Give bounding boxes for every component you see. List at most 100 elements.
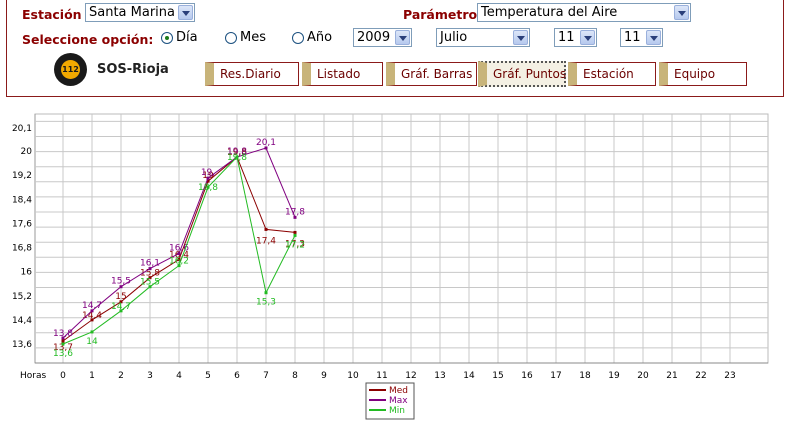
res-diario-button[interactable]: Res.Diario <box>205 62 299 86</box>
data-point <box>264 146 268 150</box>
x-tick-label: 15 <box>492 371 503 381</box>
data-point <box>90 330 94 334</box>
chevron-down-icon[interactable] <box>580 30 595 45</box>
data-label: 16,1 <box>140 259 160 269</box>
x-tick-label: 21 <box>666 371 677 381</box>
radio-day-indicator[interactable] <box>161 31 173 44</box>
radio-year[interactable]: Año <box>292 30 332 45</box>
data-point <box>293 215 297 219</box>
radio-year-indicator[interactable] <box>292 31 304 44</box>
x-tick-label: 19 <box>608 371 620 381</box>
chevron-down-icon[interactable] <box>178 5 193 20</box>
x-tick-label: 16 <box>521 371 533 381</box>
month-value: Julio <box>440 30 468 45</box>
data-point <box>177 258 181 262</box>
data-point <box>90 309 94 313</box>
data-label: 15,5 <box>140 278 160 288</box>
station-label: Estación : <box>22 7 91 22</box>
data-point <box>148 276 152 280</box>
x-tick-label: 10 <box>347 371 359 381</box>
graf-barras-button[interactable]: Gráf. Barras <box>386 62 477 86</box>
y-tick-label: 17,6 <box>12 219 32 229</box>
x-tick-label: 11 <box>376 371 387 381</box>
graf-puntos-button[interactable]: Gráf. Puntos <box>478 61 566 87</box>
x-axis-label: Horas <box>20 371 46 381</box>
data-point <box>61 342 65 346</box>
station-value: Santa Marina <box>89 5 175 20</box>
estacion-button[interactable]: Estación <box>568 62 656 86</box>
x-tick-label: 23 <box>724 371 735 381</box>
x-tick-label: 9 <box>321 371 327 381</box>
data-point <box>90 318 94 322</box>
data-label: 19,8 <box>227 153 247 163</box>
data-point <box>119 285 123 289</box>
data-point <box>177 252 181 256</box>
data-label: 13,8 <box>53 329 73 339</box>
data-label: 14 <box>86 337 98 347</box>
month-select[interactable]: Julio <box>436 28 530 47</box>
data-label: 16,6 <box>169 244 189 254</box>
y-tick-label: 15,2 <box>12 292 32 302</box>
x-tick-label: 20 <box>637 371 649 381</box>
y-tick-label: 18,4 <box>12 195 32 205</box>
data-point <box>61 336 65 340</box>
data-label: 13,7 <box>53 343 73 353</box>
y-axis-ticks: 13,6 14,4 15,2 16 16,8 17,6 18,4 19,2 20 20,1 <box>12 124 32 350</box>
y-tick-label: 16,8 <box>12 244 32 254</box>
parameter-value: Temperatura del Aire <box>481 5 618 20</box>
radio-year-label: Año <box>307 30 333 45</box>
legend-entry: Min <box>389 406 405 416</box>
chevron-down-icon[interactable] <box>395 30 410 45</box>
data-point <box>119 300 123 304</box>
radio-day[interactable]: Día <box>161 30 198 45</box>
x-tick-label: 4 <box>176 371 182 381</box>
chevron-down-icon[interactable] <box>674 5 689 20</box>
data-point <box>264 227 268 231</box>
data-point <box>148 285 152 289</box>
legend-entry: Max <box>389 396 408 406</box>
year-select[interactable]: 2009 <box>353 28 412 47</box>
day-from-select[interactable]: 11 <box>554 28 597 47</box>
day-to-select[interactable]: 11 <box>620 28 663 47</box>
data-label: 19 <box>202 171 214 181</box>
chevron-down-icon[interactable] <box>513 30 528 45</box>
data-label: 17,8 <box>285 207 305 217</box>
listado-button[interactable]: Listado <box>302 62 383 86</box>
parameter-select[interactable]: Temperatura del Aire <box>477 3 691 22</box>
chevron-down-icon[interactable] <box>646 30 661 45</box>
data-point <box>264 291 268 295</box>
data-label: 14,7 <box>111 302 131 312</box>
x-tick-label: 17 <box>550 371 561 381</box>
data-point <box>61 339 65 343</box>
legend-entry: Med <box>389 386 408 396</box>
x-tick-label: 6 <box>234 371 240 381</box>
data-point <box>206 179 210 183</box>
y-tick-label: 13,6 <box>12 340 32 350</box>
data-label: 19,8 <box>227 147 247 157</box>
data-label: 17,3 <box>285 239 305 249</box>
x-tick-label: 0 <box>60 371 66 381</box>
radio-month-label: Mes <box>240 30 266 45</box>
station-select[interactable]: Santa Marina <box>85 3 195 22</box>
x-tick-label: 5 <box>205 371 211 381</box>
emergency-112-icon: 112 <box>54 53 87 86</box>
data-label: 19, <box>201 168 215 178</box>
series-med: 13,7 14,4 15 15,8 16,4 19 19,8 17,4 17,3 <box>53 148 305 353</box>
data-point <box>293 233 297 237</box>
data-point <box>206 185 210 189</box>
x-tick-label: 12 <box>405 371 416 381</box>
data-label: 19,8 <box>227 148 247 158</box>
data-label: 17,2 <box>285 240 305 250</box>
y-tick-label: 20,1 <box>12 124 32 134</box>
data-label: 14,4 <box>82 311 102 321</box>
x-tick-label: 22 <box>695 371 706 381</box>
equipo-button[interactable]: Equipo <box>659 62 747 86</box>
x-tick-label: 13 <box>434 371 445 381</box>
logo-badge: 112 <box>61 60 80 79</box>
y-tick-label: 16 <box>21 268 33 278</box>
radio-month-indicator[interactable] <box>225 31 237 44</box>
radio-month[interactable]: Mes <box>225 30 266 45</box>
data-label: 15,8 <box>140 269 160 279</box>
